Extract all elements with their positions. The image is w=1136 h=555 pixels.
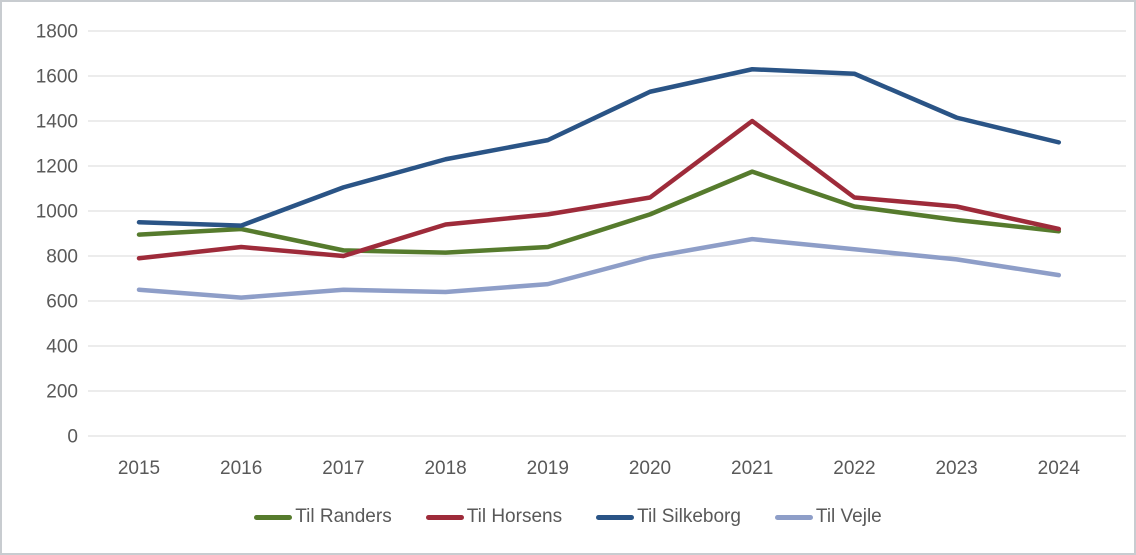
y-tick-label: 200 [46, 382, 78, 403]
legend-swatch-icon [774, 514, 813, 520]
y-tick-label: 1200 [36, 157, 78, 178]
series-line-til-silkeborg [136, 67, 1062, 228]
x-tick-label: 2022 [833, 458, 875, 479]
legend-item: Til Vejle [774, 506, 882, 528]
x-tick-label: 2018 [424, 458, 466, 479]
x-tick-label: 2015 [118, 458, 160, 479]
x-tick-label: 2016 [220, 458, 262, 479]
x-tick-label: 2020 [629, 458, 671, 479]
legend-label: Til Horsens [466, 506, 563, 527]
legend-swatch-icon [254, 514, 293, 520]
legend-label: Til Vejle [815, 506, 882, 527]
y-tick-label: 1800 [36, 22, 78, 43]
x-tick-label: 2021 [731, 458, 773, 479]
x-tick-label: 2019 [527, 458, 569, 479]
series-line-til-horsens [136, 118, 1062, 261]
x-tick-label: 2017 [322, 458, 364, 479]
y-tick-label: 1000 [36, 202, 78, 223]
y-tick-label: 1400 [36, 112, 78, 133]
legend-item: Til Horsens [425, 506, 563, 528]
x-tick-label: 2023 [935, 458, 977, 479]
legend-label: Til Silkeborg [637, 506, 741, 527]
y-tick-label: 1600 [36, 67, 78, 88]
series-line-til-vejle [136, 236, 1062, 300]
legend-swatch-icon [596, 514, 635, 520]
legend-item: Til Silkeborg [596, 506, 741, 528]
legend-label: Til Randers [295, 506, 392, 527]
y-tick-label: 400 [46, 337, 78, 358]
x-tick-label: 2024 [1038, 458, 1081, 479]
y-tick-label: 800 [46, 247, 78, 268]
legend: Til Randers Til Horsens Til Silkeborg Til V… [2, 506, 1134, 528]
y-tick-label: 600 [46, 292, 78, 313]
y-tick-label: 0 [67, 427, 78, 448]
legend-swatch-icon [425, 514, 464, 520]
series-line-til-randers [136, 169, 1062, 255]
legend-item: Til Randers [254, 506, 392, 528]
